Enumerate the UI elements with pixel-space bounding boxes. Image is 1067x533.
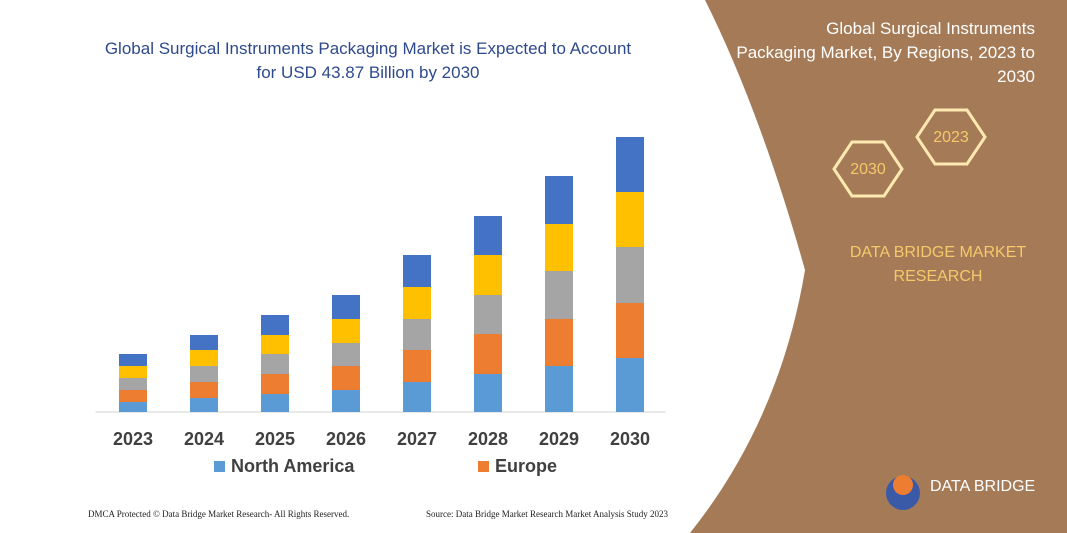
bar-segment (545, 271, 573, 319)
text-line: Global Surgical Instruments Packaging Ma… (105, 39, 632, 58)
text-line: RESEARCH (894, 268, 983, 285)
text-line: DATA BRIDGE MARKET (850, 244, 1027, 261)
legend-label: Europe (495, 456, 557, 476)
hexagon (832, 140, 904, 198)
logo-text: DATA BRIDGE (930, 478, 1035, 495)
bar-segment (403, 382, 431, 412)
bar-segment (190, 366, 218, 382)
bar-segment (545, 176, 573, 224)
bar-segment (119, 378, 147, 390)
bar-segment (261, 354, 289, 374)
bar-segment (190, 382, 218, 398)
brand: DATA BRIDGE MARKET RESEARCH (850, 244, 1027, 285)
text-line: Global Surgical Instruments (826, 19, 1035, 38)
bar-segment (616, 247, 644, 303)
bar-segment (616, 137, 644, 192)
bar-segment (332, 319, 360, 343)
footer-left: DMCA Protected © Data Bridge Market Rese… (88, 509, 349, 519)
hex-label: 2030 (850, 161, 886, 178)
bar-segment (403, 287, 431, 319)
bar-segment (474, 374, 502, 412)
bar-segment (545, 224, 573, 271)
x-tick-label: 2025 (255, 429, 295, 449)
footer-right: Source: Data Bridge Market Research Mark… (426, 509, 668, 519)
bar-segment (332, 366, 360, 390)
hexagon (915, 108, 987, 166)
bar-segment (119, 366, 147, 378)
bar-segment (474, 216, 502, 255)
bar-segment (616, 358, 644, 412)
bar-segment (332, 295, 360, 319)
bar-segment (403, 255, 431, 287)
bar-segment (261, 374, 289, 394)
bar-segment (616, 192, 644, 247)
bar-segment (332, 390, 360, 412)
bar-segment (403, 350, 431, 382)
bar-segment (616, 303, 644, 358)
bar-segment (190, 335, 218, 350)
bar-segment (261, 394, 289, 412)
bar-segment (119, 354, 147, 366)
bar-segment (474, 255, 502, 295)
bar-segment (332, 343, 360, 366)
legend-label: North America (231, 456, 355, 476)
legend-swatch (214, 461, 225, 472)
bar-segment (119, 402, 147, 412)
x-tick-label: 2026 (326, 429, 366, 449)
side-title: Global Surgical Instruments Packaging Mar… (736, 19, 1035, 86)
bar-segment (545, 366, 573, 412)
bar-segment (474, 295, 502, 334)
bar-segment (190, 350, 218, 366)
x-tick-label: 2028 (468, 429, 508, 449)
bar-segment (403, 319, 431, 350)
side-panel (690, 0, 1067, 533)
chart-title: Global Surgical Instruments Packaging Ma… (105, 39, 632, 82)
bar-segment (474, 334, 502, 374)
bar-segment (119, 390, 147, 402)
text-line: for USD 43.87 Billion by 2030 (256, 63, 479, 82)
x-tick-label: 2029 (539, 429, 579, 449)
text-line: Packaging Market, By Regions, 2023 to (736, 43, 1035, 62)
bar-segment (545, 319, 573, 366)
text-line: 2030 (997, 67, 1035, 86)
logo-mark (893, 475, 913, 495)
x-tick-label: 2023 (113, 429, 153, 449)
x-tick-label: 2030 (610, 429, 650, 449)
bar-segment (190, 398, 218, 412)
bar-segment (261, 335, 289, 354)
bar-segment (261, 315, 289, 335)
hex-label: 2023 (933, 129, 969, 146)
legend-swatch (478, 461, 489, 472)
x-tick-label: 2024 (184, 429, 224, 449)
x-tick-label: 2027 (397, 429, 437, 449)
